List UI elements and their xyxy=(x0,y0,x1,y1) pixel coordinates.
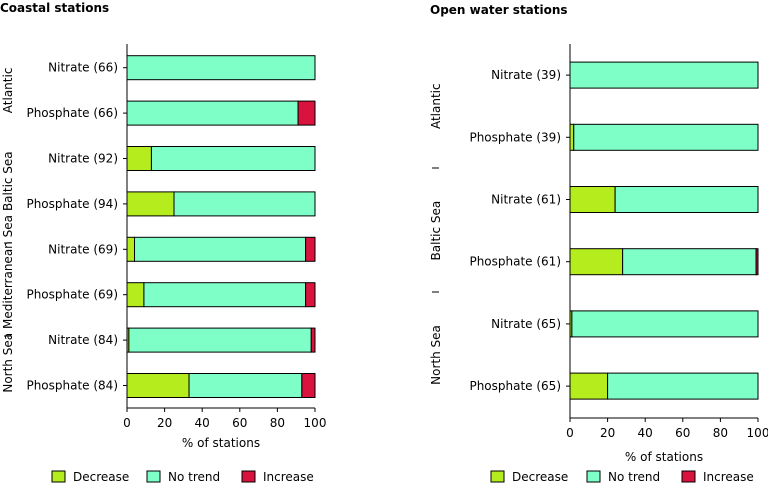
category-label: Phosphate (61) xyxy=(469,255,561,269)
legend-label: Decrease xyxy=(512,470,568,484)
x-axis-title: % of stations xyxy=(625,450,703,464)
panel-title: Open water stations xyxy=(430,3,568,17)
category-label: Nitrate (66) xyxy=(48,61,118,75)
legend-swatch-increase xyxy=(241,470,256,483)
category-label: Phosphate (94) xyxy=(26,197,118,211)
x-tick-label: 0 xyxy=(123,416,131,430)
bar-segment-decrease xyxy=(126,282,145,308)
bar-segment-decrease xyxy=(569,186,616,213)
bar-segment-decrease xyxy=(126,191,175,217)
bar-segment-decrease xyxy=(569,372,609,400)
bar-segment-no-trend xyxy=(150,146,316,171)
group-label: Baltic Sea xyxy=(1,151,15,211)
bar-segment-increase xyxy=(310,327,316,353)
x-tick-label: 60 xyxy=(675,426,690,440)
group-label: Baltic Sea xyxy=(429,201,443,261)
bar-segment-decrease xyxy=(569,248,624,276)
category-label: Phosphate (65) xyxy=(469,379,561,393)
bar-segment-no-trend xyxy=(128,327,312,353)
bar-segment-no-trend xyxy=(143,282,307,308)
legend-swatch-increase xyxy=(681,470,696,483)
bar-segment-no-trend xyxy=(126,100,299,126)
x-axis-title: % of stations xyxy=(182,436,260,450)
x-tick-label: 100 xyxy=(747,426,768,440)
bar-segment-increase xyxy=(305,282,316,308)
bar-segment-increase xyxy=(305,236,316,262)
bar-segment-increase xyxy=(755,248,759,276)
bar-segment-no-trend xyxy=(188,373,303,398)
panel-title: Coastal stations xyxy=(0,1,109,15)
bar-segment-decrease xyxy=(126,236,136,262)
category-label: Phosphate (66) xyxy=(26,106,118,120)
category-label: Nitrate (84) xyxy=(48,333,118,347)
x-tick-label: 60 xyxy=(232,416,247,430)
legend-swatch-decrease xyxy=(51,470,66,483)
category-label: Nitrate (65) xyxy=(491,317,561,331)
legend-swatch-decrease xyxy=(490,470,505,483)
x-tick-label: 0 xyxy=(566,426,574,440)
x-tick-label: 80 xyxy=(270,416,285,430)
legend-label: Decrease xyxy=(73,470,129,484)
bar-segment-no-trend xyxy=(607,372,759,400)
group-label: Atlantic xyxy=(1,68,15,114)
bar-segment-increase xyxy=(297,100,316,126)
bar-segment-decrease xyxy=(126,373,190,398)
legend-label: Increase xyxy=(263,470,314,484)
bar-segment-no-trend xyxy=(622,248,757,276)
bar-segment-no-trend xyxy=(173,191,316,217)
legend-label: No trend xyxy=(608,470,660,484)
legend-label: Increase xyxy=(703,470,754,484)
category-label: Phosphate (69) xyxy=(26,288,118,302)
x-tick-label: 80 xyxy=(713,426,728,440)
x-tick-label: 20 xyxy=(157,416,172,430)
category-label: Phosphate (39) xyxy=(469,130,561,144)
panel-coastal: Coastal stations 0 20 40 60 80 100 % of station… xyxy=(0,1,326,484)
group-label: Mediterranean Sea xyxy=(1,215,15,329)
bar-segment-decrease xyxy=(126,146,152,171)
bar-segment-decrease xyxy=(569,123,575,151)
category-label: Nitrate (69) xyxy=(48,242,118,256)
category-label: Nitrate (61) xyxy=(491,193,561,207)
x-tick-label: 20 xyxy=(600,426,615,440)
bar-segment-no-trend xyxy=(126,55,316,81)
x-tick-label: 100 xyxy=(304,416,327,430)
group-label: Atlantic xyxy=(429,83,443,129)
bar-segment-no-trend xyxy=(569,61,759,89)
bar-segment-no-trend xyxy=(573,123,759,151)
bar-segment-no-trend xyxy=(134,236,307,262)
bar-segment-no-trend xyxy=(571,310,759,338)
legend-swatch-no-trend xyxy=(586,470,601,483)
category-label: Nitrate (39) xyxy=(491,68,561,82)
group-label: North Sea xyxy=(429,325,443,385)
x-tick-label: 40 xyxy=(195,416,210,430)
category-label: Nitrate (92) xyxy=(48,152,118,166)
group-label: North Sea xyxy=(1,333,15,393)
panel-open-water: Open water stations 0 20 40 60 80 100 % of stat… xyxy=(429,3,768,484)
x-tick-label: 40 xyxy=(638,426,653,440)
bar-segment-no-trend xyxy=(614,186,759,213)
legend-label: No trend xyxy=(168,470,220,484)
bar-segment-increase xyxy=(301,373,316,398)
legend-swatch-no-trend xyxy=(146,470,161,483)
category-label: Phosphate (84) xyxy=(26,379,118,393)
